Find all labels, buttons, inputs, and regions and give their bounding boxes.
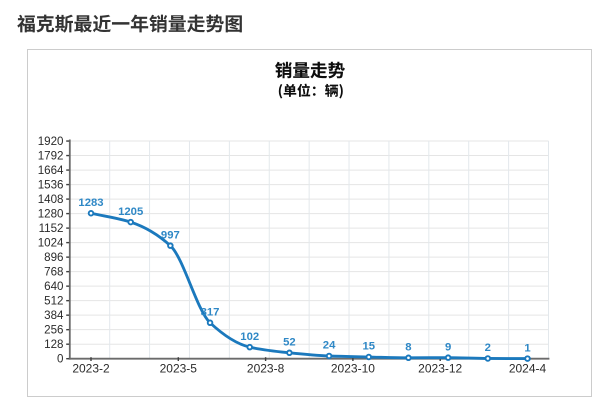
svg-text:8: 8 bbox=[405, 341, 411, 353]
svg-text:997: 997 bbox=[161, 229, 180, 241]
svg-text:1664: 1664 bbox=[38, 164, 64, 177]
svg-text:640: 640 bbox=[44, 280, 63, 293]
svg-text:1152: 1152 bbox=[39, 222, 64, 235]
svg-text:1536: 1536 bbox=[38, 179, 64, 192]
svg-text:1792: 1792 bbox=[38, 150, 64, 163]
svg-text:24: 24 bbox=[323, 340, 336, 352]
svg-text:768: 768 bbox=[44, 266, 63, 279]
svg-text:2023-12: 2023-12 bbox=[418, 362, 462, 376]
svg-text:896: 896 bbox=[44, 251, 63, 264]
svg-text:1408: 1408 bbox=[38, 193, 64, 206]
svg-text:2023-8: 2023-8 bbox=[247, 362, 285, 376]
svg-text:2023-5: 2023-5 bbox=[160, 362, 198, 376]
svg-text:1205: 1205 bbox=[118, 206, 143, 218]
svg-text:2024-4: 2024-4 bbox=[509, 362, 547, 376]
svg-text:317: 317 bbox=[201, 306, 220, 318]
svg-text:1280: 1280 bbox=[38, 208, 64, 221]
svg-text:1283: 1283 bbox=[78, 197, 103, 209]
svg-text:0: 0 bbox=[57, 353, 63, 366]
svg-text:256: 256 bbox=[44, 324, 63, 337]
svg-text:15: 15 bbox=[362, 341, 375, 353]
svg-text:1920: 1920 bbox=[38, 135, 64, 148]
svg-text:2023-2: 2023-2 bbox=[72, 362, 110, 376]
svg-text:52: 52 bbox=[283, 337, 296, 349]
svg-text:9: 9 bbox=[445, 341, 451, 353]
svg-text:512: 512 bbox=[44, 295, 63, 308]
svg-text:2023-10: 2023-10 bbox=[331, 362, 375, 376]
svg-text:2: 2 bbox=[485, 342, 491, 354]
svg-text:1024: 1024 bbox=[38, 237, 64, 250]
svg-text:1: 1 bbox=[524, 342, 530, 354]
svg-text:128: 128 bbox=[44, 338, 63, 351]
svg-text:384: 384 bbox=[44, 309, 64, 322]
svg-text:102: 102 bbox=[240, 331, 259, 343]
